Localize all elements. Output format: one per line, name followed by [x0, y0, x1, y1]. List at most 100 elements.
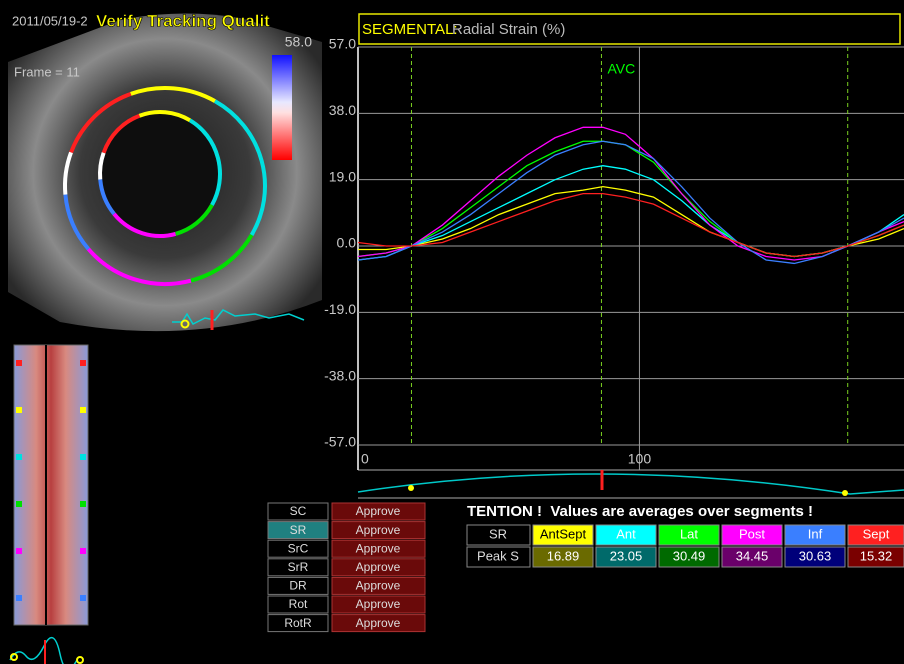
approve-button[interactable] — [331, 595, 426, 614]
tracking-arc — [101, 113, 141, 154]
strain-curve — [357, 140, 904, 265]
strip-marker — [16, 454, 22, 460]
mode-button[interactable] — [267, 502, 329, 521]
tracking-arc — [112, 212, 177, 238]
table-value-cell — [847, 546, 904, 568]
y-tick-label: 38.0 — [329, 102, 356, 118]
approve-label: Approve — [356, 579, 401, 593]
mode-label: DR — [289, 579, 307, 593]
tracking-arc — [138, 110, 192, 123]
approve-button[interactable] — [331, 558, 426, 577]
table-header-cell — [721, 524, 783, 546]
mode-button[interactable] — [267, 521, 329, 540]
strain-curve — [357, 126, 904, 261]
mode-button[interactable] — [267, 614, 329, 633]
tracking-arc — [98, 179, 116, 216]
tracking-arc — [98, 152, 106, 180]
approve-button[interactable] — [331, 502, 426, 521]
table-header: Inf — [808, 526, 823, 541]
mode-button[interactable] — [267, 558, 329, 577]
mode-label: Rot — [289, 597, 308, 611]
x-tick-label: 100 — [628, 451, 652, 467]
table-cell — [466, 524, 531, 546]
chart-subtitle: Radial Strain (%) — [452, 21, 565, 38]
table-header: AntSept — [540, 526, 587, 541]
strain-strip — [9, 344, 89, 664]
chart-title: SEGMENTAL: — [362, 21, 458, 38]
strip-marker — [16, 407, 22, 413]
strip-marker — [16, 360, 22, 366]
mode-button[interactable] — [267, 595, 329, 614]
table-header-cell — [847, 524, 904, 546]
y-tick-label: 0.0 — [337, 235, 357, 251]
tracking-arc — [86, 247, 192, 286]
strip-marker — [80, 360, 86, 366]
table-value-cell — [784, 546, 846, 568]
table-value-cell — [532, 546, 594, 568]
tracking-arc — [214, 99, 267, 237]
strain-curve — [357, 192, 904, 258]
table-row-label: Peak S — [477, 548, 519, 563]
y-tick-label: -19.0 — [324, 301, 356, 317]
table-header-cell — [658, 524, 720, 546]
approve-button[interactable] — [331, 614, 426, 633]
tracking-arc — [188, 118, 222, 206]
mode-label: SR — [290, 523, 307, 537]
approve-button[interactable] — [331, 576, 426, 595]
approve-label: Approve — [356, 616, 401, 630]
table-value-cell — [721, 546, 783, 568]
mode-button[interactable] — [267, 539, 329, 558]
chart-frame — [357, 13, 904, 499]
table-value-cell — [595, 546, 657, 568]
table-header: Post — [739, 526, 765, 541]
timestamp: 2011/05/19-2 — [12, 13, 88, 28]
y-tick-label: 57.0 — [329, 36, 356, 52]
y-tick-label: -57.0 — [324, 434, 356, 450]
strip-marker — [80, 407, 86, 413]
strip-marker — [16, 548, 22, 554]
echo-image — [8, 13, 322, 332]
table-value: 34.45 — [736, 548, 769, 563]
frame-label: Frame = 11 — [14, 64, 80, 79]
strip-marker — [16, 595, 22, 601]
approve-label: Approve — [356, 560, 401, 574]
table-header-cell — [784, 524, 846, 546]
scale-max: 58.0 — [285, 34, 312, 50]
tracking-arc — [63, 151, 73, 195]
table-header: Ant — [616, 526, 636, 541]
event-annotation: AVC — [607, 61, 635, 77]
table-value: 15.32 — [860, 548, 893, 563]
approve-label: Approve — [356, 597, 401, 611]
tracking-arc — [190, 233, 254, 283]
strip-marker — [80, 548, 86, 554]
mode-label: RotR — [284, 616, 312, 630]
table-header: Sept — [863, 526, 890, 541]
mode-button[interactable] — [267, 576, 329, 595]
mode-label: SrC — [288, 541, 309, 555]
table-cell — [466, 546, 531, 568]
approve-label: Approve — [356, 541, 401, 555]
table-value: 23.05 — [610, 548, 643, 563]
approve-button[interactable] — [331, 539, 426, 558]
banner: Verify Tracking Qualit — [96, 11, 270, 30]
table-header-cell — [595, 524, 657, 546]
approve-label: Approve — [356, 504, 401, 518]
notice: TENTION ! Values are averages over segme… — [467, 503, 813, 520]
table-value: 16.89 — [547, 548, 580, 563]
strip-marker — [16, 501, 22, 507]
tracking-arc — [63, 194, 90, 251]
table-header-cell — [532, 524, 594, 546]
x-tick-label: 0 — [361, 451, 369, 467]
tracking-arc — [174, 203, 214, 236]
approve-button[interactable] — [331, 521, 426, 540]
strip-marker — [80, 454, 86, 460]
approve-label: Approve — [356, 523, 401, 537]
table-value: 30.63 — [799, 548, 832, 563]
tracking-arc — [69, 92, 132, 154]
table-header: Lat — [680, 526, 698, 541]
table-value: 30.49 — [673, 548, 706, 563]
y-tick-label: 19.0 — [329, 168, 356, 184]
table-value-cell — [658, 546, 720, 568]
mode-label: SrR — [288, 560, 309, 574]
